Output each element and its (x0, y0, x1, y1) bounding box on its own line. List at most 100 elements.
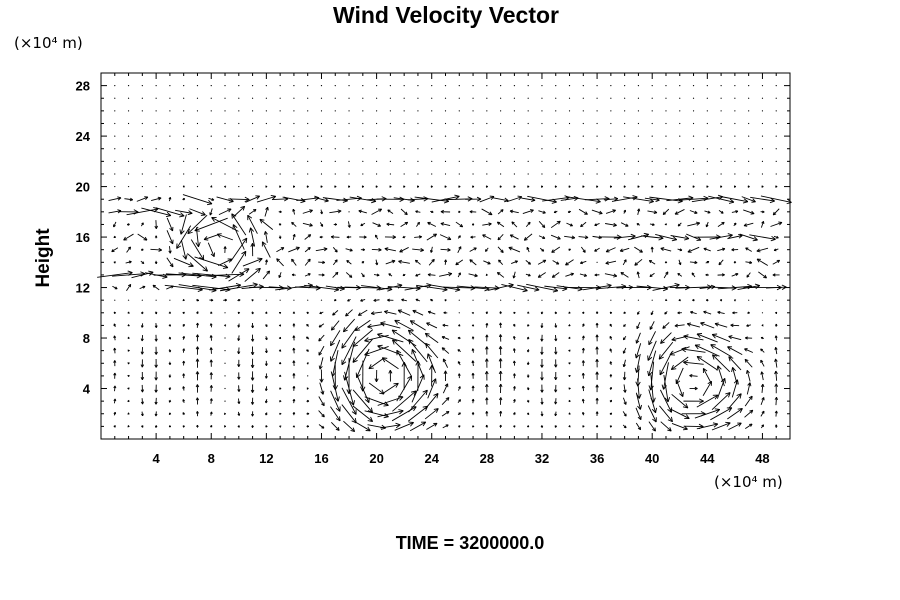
wind-vector (402, 235, 406, 239)
wind-vector (182, 185, 185, 188)
vector-dot (624, 148, 626, 150)
vector-dot (775, 110, 777, 112)
wind-vector (648, 361, 655, 391)
wind-vector (628, 232, 650, 241)
wind-vector (127, 425, 130, 428)
wind-vector (247, 214, 258, 234)
wind-vector (469, 259, 477, 266)
wind-vector (166, 217, 174, 232)
vector-dot (389, 85, 391, 87)
vector-dot (348, 173, 350, 175)
wind-vector (565, 259, 574, 266)
wind-vector (154, 425, 158, 428)
wind-vector (479, 195, 495, 203)
wind-vector (526, 349, 530, 353)
wind-vector (622, 424, 627, 429)
wind-vector (401, 298, 407, 302)
wind-vector (382, 382, 399, 395)
wind-vector (523, 233, 533, 241)
wind-vector (358, 309, 368, 316)
wind-vector (471, 372, 475, 379)
wind-vector (341, 336, 357, 366)
vector-dot (403, 85, 405, 87)
wind-vector (678, 298, 681, 302)
wind-vector (425, 393, 439, 410)
wind-vector (760, 424, 765, 429)
wind-vector (458, 386, 461, 391)
vector-dot (624, 135, 626, 137)
wind-vector (125, 260, 132, 264)
wind-vector (182, 336, 186, 340)
wind-vector (774, 346, 778, 355)
vector-dot (417, 122, 419, 125)
vector-dot (500, 97, 502, 99)
vector-dot (596, 122, 598, 125)
wind-vector (513, 185, 516, 188)
wind-vector (398, 259, 410, 264)
wind-vector (506, 195, 523, 203)
vector-dot (210, 110, 212, 112)
wind-vector (140, 323, 144, 328)
wind-vector (581, 360, 585, 367)
wind-vector (527, 185, 530, 188)
x-tick-label: 16 (314, 451, 328, 466)
vector-dot (279, 299, 281, 301)
wind-vector (292, 347, 296, 354)
wind-vector (278, 235, 282, 239)
vector-dot (486, 173, 488, 175)
wind-vector (190, 239, 205, 261)
wind-vector (141, 311, 144, 315)
wind-vector (509, 234, 519, 240)
wind-vector (732, 311, 738, 315)
wind-vector (248, 208, 257, 215)
wind-vector (613, 233, 636, 240)
wind-vector (140, 222, 144, 227)
vector-dot (500, 173, 502, 175)
wind-vector (568, 311, 571, 314)
wind-vector (696, 394, 719, 408)
vector-dot (748, 173, 750, 175)
vector-dot (706, 148, 708, 150)
vector-dot (155, 148, 157, 150)
vector-dot (472, 97, 474, 99)
wind-vector (210, 311, 213, 314)
wind-vector (568, 349, 571, 352)
wind-vector (455, 259, 464, 266)
vector-dot (224, 400, 226, 402)
wind-vector (623, 185, 626, 188)
vector-dot (582, 160, 584, 162)
wind-vector (677, 222, 682, 227)
wind-vector (647, 340, 657, 361)
wind-vector (761, 185, 764, 188)
wind-vector (747, 185, 750, 188)
wind-vector (648, 260, 656, 265)
x-tick-label: 32 (535, 451, 549, 466)
wind-vector (276, 247, 285, 253)
wind-vector (360, 360, 366, 392)
y-tick-label: 20 (76, 180, 90, 195)
wind-vector (513, 412, 516, 416)
wind-vector (113, 261, 116, 264)
wind-vector (521, 197, 536, 202)
wind-vector (380, 321, 401, 329)
wind-vector (567, 210, 572, 214)
vector-dot (183, 148, 185, 150)
vector-dot (114, 160, 116, 162)
vector-dot (527, 135, 529, 137)
wind-vector (716, 378, 726, 399)
wind-vector (595, 346, 599, 355)
wind-vector (591, 209, 603, 215)
wind-vector (441, 335, 450, 340)
wind-vector (251, 425, 254, 428)
vector-dot (224, 110, 226, 112)
wind-vector (702, 368, 712, 384)
vector-dot (596, 173, 598, 175)
vector-dot (555, 148, 557, 150)
wind-vector (370, 311, 383, 316)
vector-dot (568, 135, 571, 137)
vector-dot (486, 97, 488, 99)
wind-vector (332, 259, 338, 266)
wind-vector (318, 323, 325, 328)
wind-vector (703, 247, 711, 252)
wind-vector (278, 324, 282, 327)
